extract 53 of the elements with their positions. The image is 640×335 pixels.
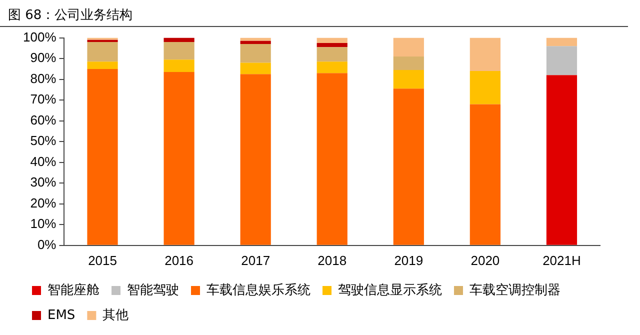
x-tick-label: 2021H <box>542 252 581 268</box>
bar <box>316 73 348 245</box>
legend-label: 驾驶信息显示系统 <box>338 282 442 298</box>
y-tick-label: 0% <box>37 236 57 252</box>
y-tick-label: 10% <box>30 216 57 232</box>
bar <box>546 38 578 46</box>
bar <box>240 40 271 44</box>
bar <box>393 70 424 89</box>
legend-label: EMS <box>48 308 76 323</box>
legend-label: 车载空调控制器 <box>470 282 560 298</box>
y-tick-label: 80% <box>30 70 57 86</box>
bar <box>164 42 194 60</box>
bar <box>546 75 578 245</box>
bar <box>316 62 348 74</box>
bar <box>87 42 118 62</box>
chart-title: 图 68：公司业务结构 <box>0 0 628 27</box>
bar <box>240 38 271 41</box>
y-tick-label: 70% <box>30 92 57 107</box>
bar <box>164 60 194 72</box>
bar <box>164 72 194 245</box>
legend-label: 智能座舱 <box>48 282 100 298</box>
x-tick-label: 2018 <box>318 252 347 268</box>
y-tick-label: 90% <box>30 50 57 66</box>
x-tick-label: 2016 <box>164 252 194 268</box>
bar <box>240 74 271 245</box>
x-tick-label: 2015 <box>88 252 117 268</box>
bar <box>240 44 271 63</box>
bar <box>316 47 348 62</box>
bar <box>393 88 424 245</box>
x-tick-label: 2017 <box>241 252 270 268</box>
bar <box>164 38 194 42</box>
y-tick-label: 40% <box>30 154 57 169</box>
bar <box>316 38 348 43</box>
y-tick-label: 20% <box>30 195 57 210</box>
legend-label: 车载信息娱乐系统 <box>206 282 310 298</box>
legend-label: 智能驾驶 <box>127 282 179 298</box>
bar <box>316 42 348 48</box>
bar <box>470 38 501 72</box>
bar <box>470 71 501 104</box>
y-tick-label: 30% <box>30 174 57 190</box>
bar <box>470 104 501 245</box>
bar <box>87 62 118 69</box>
bar <box>393 38 424 56</box>
bar <box>87 68 118 245</box>
bar <box>546 46 578 76</box>
x-tick-label: 2019 <box>394 252 424 268</box>
bar <box>240 62 271 74</box>
y-tick-label: 100% <box>23 29 57 44</box>
y-tick-label: 60% <box>30 112 57 128</box>
legend-label: 其他 <box>102 308 129 323</box>
y-tick-label: 50% <box>30 133 57 148</box>
x-tick-label: 2020 <box>470 252 500 268</box>
bar <box>393 56 424 70</box>
